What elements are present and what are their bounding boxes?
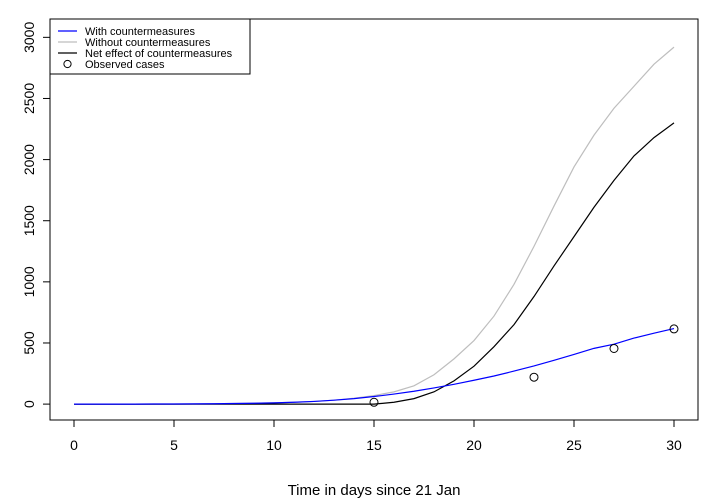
legend-entry: With countermeasures [85, 26, 196, 38]
x-tick-label: 20 [466, 437, 482, 453]
series-line-0 [74, 327, 675, 405]
observed-point [529, 372, 539, 382]
series-line-1 [74, 46, 675, 405]
legend-box [49, 18, 251, 75]
observed-points [369, 324, 679, 407]
legend-entry: Observed cases [85, 59, 165, 71]
x-tick-label: 0 [70, 437, 78, 453]
series-layer [74, 46, 675, 405]
series-line-2 [74, 122, 675, 405]
x-tick-label: 25 [566, 437, 582, 453]
x-tick-label: 5 [170, 437, 178, 453]
legend-entry: Net effect of countermeasures [85, 48, 233, 60]
legend-entry: Without countermeasures [85, 37, 211, 49]
x-tick-label: 15 [366, 437, 382, 453]
observed-point [609, 343, 619, 353]
observed-point [669, 324, 679, 334]
y-axis: 0 500 1000 1500 2000 2500 3000 [21, 22, 50, 408]
y-tick-label: 2000 [21, 144, 37, 175]
x-tick-label: 30 [666, 437, 682, 453]
x-axis: 0 5 10 15 20 25 30 [70, 420, 682, 453]
x-tick-label: 10 [266, 437, 282, 453]
y-tick-label: 1000 [21, 266, 37, 297]
observed-point [369, 397, 379, 407]
y-tick-label: 1500 [21, 205, 37, 236]
y-tick-label: 3000 [21, 22, 37, 53]
plot-frame [49, 18, 699, 421]
x-axis-title: Time in days since 21 Jan [288, 482, 461, 499]
y-tick-label: 2500 [21, 83, 37, 114]
y-tick-label: 0 [21, 400, 37, 408]
y-tick-label: 500 [21, 331, 37, 355]
legend-swatch-observed [63, 59, 72, 69]
